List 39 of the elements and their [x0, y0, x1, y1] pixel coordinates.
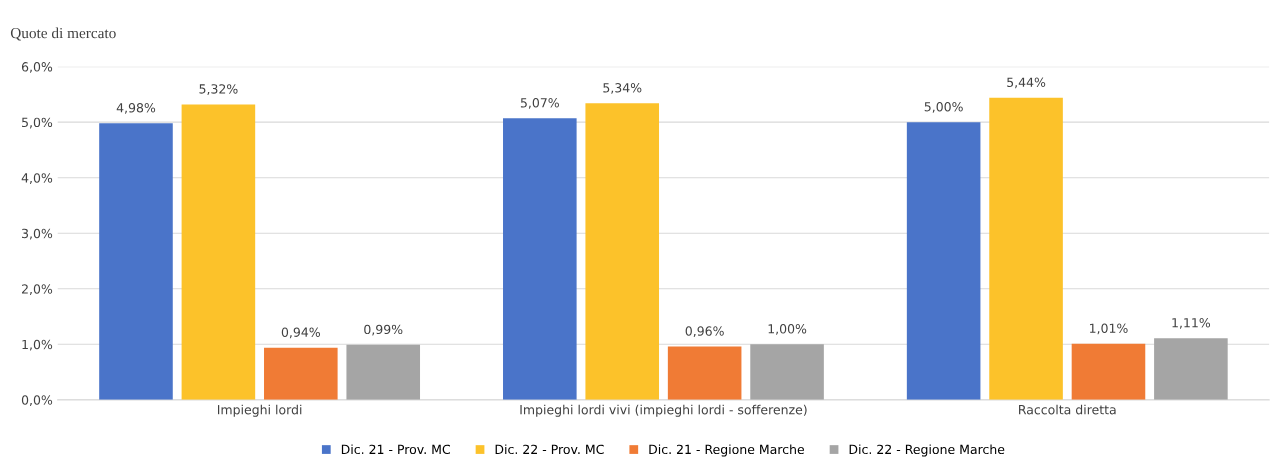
bar — [99, 123, 173, 400]
data-label: 0,96% — [685, 326, 724, 338]
data-label: 0,94% — [281, 327, 320, 339]
legend-label: Dic. 22 - Regione Marche — [849, 444, 1005, 457]
bar — [346, 344, 421, 400]
legend-label: Dic. 21 - Prov. MC — [341, 444, 450, 455]
x-tick-label: Impieghi lordi vivi (impieghi lordi - sofferenze) — [520, 404, 807, 417]
bar — [1071, 343, 1146, 400]
x-tick-label: Impieghi lordi — [217, 404, 302, 417]
legend-label: Dic. 21 - Regione Marche — [649, 444, 805, 457]
data-label: 5,44% — [1007, 77, 1046, 89]
y-tick-label: 2,0% — [21, 284, 53, 295]
y-tick-label: 0,0% — [21, 395, 53, 407]
bar — [989, 97, 1063, 400]
y-tick-label: 3,0% — [22, 228, 53, 240]
bar — [181, 104, 256, 400]
bar — [585, 103, 660, 400]
data-label: 1,00% — [768, 324, 807, 335]
data-label: 4,98% — [116, 103, 156, 114]
data-label: 5,34% — [603, 83, 642, 94]
data-label: 0,99% — [364, 324, 403, 336]
bar — [264, 347, 338, 400]
bar — [750, 344, 824, 400]
data-label: 1,01% — [1089, 323, 1128, 335]
y-tick-label: 4,0% — [21, 173, 53, 184]
x-tick-label: Raccolta diretta — [1019, 404, 1116, 415]
y-tick-label: 1,0% — [22, 339, 53, 351]
y-tick-label: 6,0% — [21, 62, 53, 73]
bar — [906, 122, 981, 400]
y-tick-label: 5,0% — [22, 117, 53, 129]
bar — [1154, 338, 1228, 400]
data-label: 5,00% — [924, 101, 963, 113]
legend-label: Dic. 22 - Prov. MC — [495, 444, 604, 455]
data-label: 5,07% — [520, 98, 559, 109]
data-label: 5,32% — [199, 84, 238, 95]
bar — [503, 118, 577, 400]
bar — [667, 346, 742, 400]
chart-title: Quote di mercato — [10, 27, 116, 41]
data-label: 1,11% — [1172, 317, 1211, 329]
